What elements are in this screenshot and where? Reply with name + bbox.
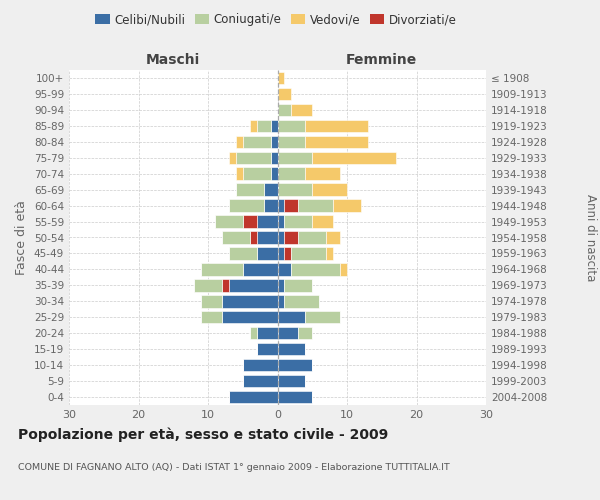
Bar bbox=[305, 311, 340, 324]
Bar bbox=[284, 216, 312, 228]
Bar bbox=[277, 327, 298, 340]
Bar bbox=[277, 279, 284, 291]
Bar bbox=[326, 232, 340, 243]
Bar bbox=[222, 311, 277, 324]
Bar bbox=[271, 136, 277, 148]
Bar bbox=[229, 279, 277, 291]
Bar bbox=[326, 247, 333, 260]
Bar bbox=[292, 104, 312, 116]
Bar bbox=[333, 200, 361, 212]
Bar bbox=[236, 136, 243, 148]
Bar bbox=[229, 391, 277, 403]
Legend: Celibi/Nubili, Coniugati/e, Vedovi/e, Divorziati/e: Celibi/Nubili, Coniugati/e, Vedovi/e, Di… bbox=[91, 8, 461, 31]
Bar bbox=[243, 359, 277, 372]
Bar bbox=[229, 200, 263, 212]
Bar bbox=[201, 311, 222, 324]
Bar bbox=[243, 136, 271, 148]
Bar bbox=[271, 152, 277, 164]
Bar bbox=[236, 152, 271, 164]
Bar bbox=[263, 184, 277, 196]
Bar bbox=[277, 104, 292, 116]
Bar bbox=[194, 279, 222, 291]
Bar bbox=[277, 120, 305, 132]
Text: Maschi: Maschi bbox=[146, 53, 200, 67]
Bar bbox=[312, 216, 333, 228]
Bar bbox=[298, 327, 312, 340]
Bar bbox=[250, 120, 257, 132]
Bar bbox=[271, 168, 277, 180]
Bar bbox=[236, 168, 243, 180]
Bar bbox=[312, 184, 347, 196]
Bar bbox=[277, 391, 312, 403]
Bar bbox=[277, 200, 284, 212]
Bar bbox=[277, 168, 305, 180]
Bar bbox=[250, 232, 257, 243]
Bar bbox=[305, 136, 368, 148]
Bar bbox=[257, 327, 277, 340]
Bar bbox=[277, 72, 284, 84]
Bar bbox=[201, 263, 243, 276]
Bar bbox=[229, 247, 257, 260]
Bar bbox=[305, 120, 368, 132]
Bar bbox=[257, 247, 277, 260]
Text: Anni di nascita: Anni di nascita bbox=[584, 194, 597, 281]
Y-axis label: Fasce di età: Fasce di età bbox=[16, 200, 28, 275]
Bar bbox=[298, 200, 333, 212]
Bar bbox=[284, 232, 298, 243]
Bar bbox=[263, 200, 277, 212]
Bar bbox=[340, 263, 347, 276]
Bar bbox=[257, 343, 277, 355]
Bar bbox=[292, 247, 326, 260]
Bar bbox=[243, 263, 277, 276]
Bar bbox=[284, 295, 319, 308]
Bar bbox=[284, 279, 312, 291]
Bar bbox=[277, 311, 305, 324]
Bar bbox=[277, 88, 292, 100]
Bar bbox=[305, 168, 340, 180]
Bar bbox=[257, 120, 271, 132]
Bar bbox=[277, 136, 305, 148]
Bar bbox=[284, 247, 292, 260]
Bar bbox=[277, 216, 284, 228]
Bar bbox=[284, 200, 298, 212]
Bar bbox=[277, 232, 284, 243]
Text: COMUNE DI FAGNANO ALTO (AQ) - Dati ISTAT 1° gennaio 2009 - Elaborazione TUTTITAL: COMUNE DI FAGNANO ALTO (AQ) - Dati ISTAT… bbox=[18, 462, 450, 471]
Bar bbox=[243, 168, 271, 180]
Bar bbox=[277, 295, 284, 308]
Bar bbox=[215, 216, 243, 228]
Bar bbox=[236, 184, 263, 196]
Bar bbox=[257, 216, 277, 228]
Bar bbox=[292, 263, 340, 276]
Bar bbox=[277, 263, 292, 276]
Bar bbox=[277, 184, 312, 196]
Bar bbox=[243, 375, 277, 388]
Bar bbox=[257, 232, 277, 243]
Bar bbox=[277, 375, 305, 388]
Bar bbox=[298, 232, 326, 243]
Bar bbox=[201, 295, 222, 308]
Bar bbox=[271, 120, 277, 132]
Bar bbox=[277, 359, 312, 372]
Bar bbox=[277, 343, 305, 355]
Bar bbox=[222, 232, 250, 243]
Bar bbox=[243, 216, 257, 228]
Bar bbox=[277, 152, 312, 164]
Bar bbox=[229, 152, 236, 164]
Bar bbox=[277, 247, 284, 260]
Bar bbox=[222, 295, 277, 308]
Bar bbox=[250, 327, 257, 340]
Bar bbox=[222, 279, 229, 291]
Bar bbox=[312, 152, 395, 164]
Text: Femmine: Femmine bbox=[346, 53, 418, 67]
Text: Popolazione per età, sesso e stato civile - 2009: Popolazione per età, sesso e stato civil… bbox=[18, 428, 388, 442]
